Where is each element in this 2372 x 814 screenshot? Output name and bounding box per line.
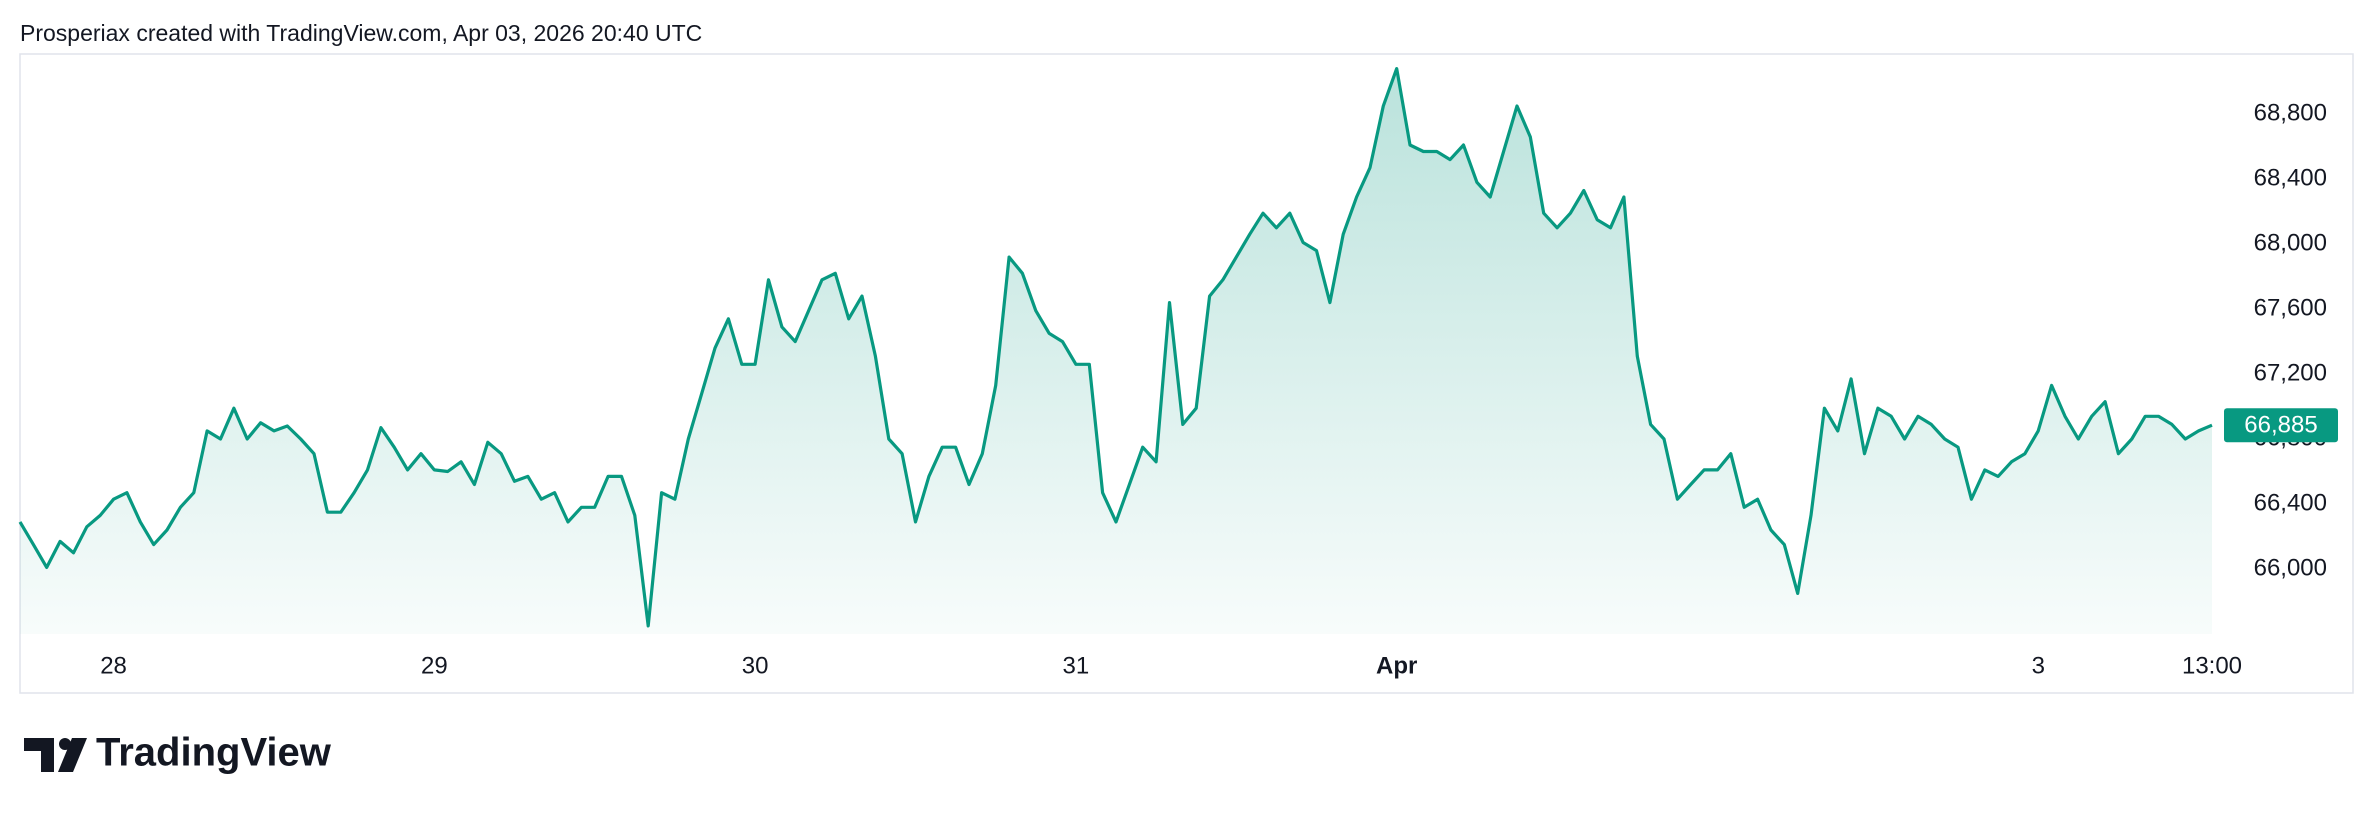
last-price-label: 66,885	[2244, 412, 2317, 439]
y-tick-label: 67,600	[2254, 294, 2327, 321]
brand-logo	[24, 738, 87, 772]
x-tick-label: 30	[742, 652, 769, 679]
x-tick-label: Apr	[1376, 652, 1417, 679]
y-tick-label: 68,000	[2254, 229, 2327, 256]
x-tick-label: 31	[1063, 652, 1090, 679]
x-tick-label: 13:00	[2182, 652, 2242, 679]
y-tick-label: 66,000	[2254, 554, 2327, 581]
brand-name: TradingView	[96, 731, 332, 775]
x-tick-label: 28	[100, 652, 127, 679]
y-tick-label: 66,400	[2254, 489, 2327, 516]
y-tick-label: 67,200	[2254, 359, 2327, 386]
area-fill	[20, 68, 2212, 635]
chart-frame	[19, 53, 2354, 694]
x-tick-label: 29	[421, 652, 448, 679]
header-text: Prosperiax created with TradingView.com,…	[20, 20, 702, 46]
y-tick-label: 68,400	[2254, 164, 2327, 191]
y-tick-label: 68,800	[2254, 99, 2327, 126]
last-price-badge	[2224, 408, 2338, 443]
x-tick-label: 3	[2032, 652, 2045, 679]
price-line	[18, 67, 2213, 628]
